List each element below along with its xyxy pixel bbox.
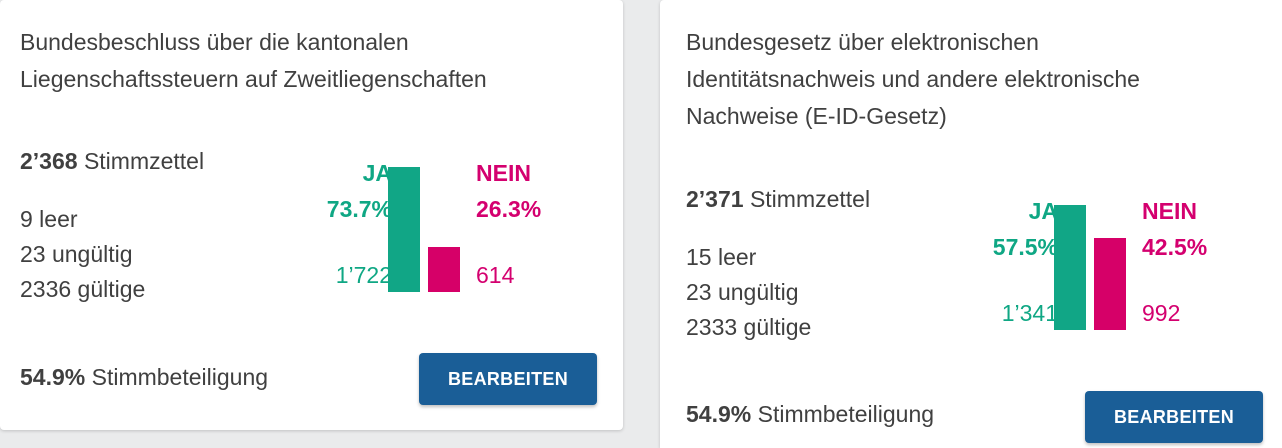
yes-percent: 73.7% xyxy=(326,196,392,222)
turnout: 54.9% Stimmbeteiligung xyxy=(686,401,934,428)
no-bar xyxy=(1094,238,1126,330)
no-label: NEIN xyxy=(1142,198,1197,224)
no-count: 614 xyxy=(476,262,515,288)
no-label: NEIN xyxy=(476,160,531,186)
yes-bar xyxy=(388,167,420,292)
valid-ballots: 2336 gültige xyxy=(20,276,146,302)
turnout-value: 54.9% xyxy=(20,364,86,390)
yes-label: JA xyxy=(1028,198,1058,224)
edit-button[interactable]: BEARBEITEN xyxy=(1085,391,1263,443)
vote-title-line: Nachweise (E-ID-Gesetz) xyxy=(686,103,947,129)
blank-ballots: 9 leer xyxy=(20,206,78,232)
ballots-total: 2’371 Stimmzettel xyxy=(686,184,870,214)
no-bar xyxy=(428,247,460,292)
vote-title-line: Identitätsnachweis und andere elektronis… xyxy=(686,66,1140,92)
invalid-ballots: 23 ungültig xyxy=(686,279,799,305)
vote-title: Bundesbeschluss über die kantonalen Lieg… xyxy=(20,24,600,98)
valid-ballots: 2333 gültige xyxy=(686,314,812,340)
yes-count: 1’722 xyxy=(335,262,392,288)
vote-title-line: Bundesgesetz über elektronischen xyxy=(686,29,1039,55)
ballots-total: 2’368 Stimmzettel xyxy=(20,146,204,176)
yes-percent: 57.5% xyxy=(992,234,1058,260)
ballots-count: 2’368 xyxy=(20,148,78,174)
ballots-label: Stimmzettel xyxy=(83,148,205,174)
turnout-label: Stimmbeteiligung xyxy=(757,401,935,427)
vote-title-line: Bundesbeschluss über die kantonalen xyxy=(20,29,409,55)
invalid-ballots: 23 ungültig xyxy=(20,241,133,267)
blank-ballots: 15 leer xyxy=(686,244,757,270)
ballots-label: Stimmzettel xyxy=(749,186,871,212)
no-count: 992 xyxy=(1142,300,1181,326)
no-percent: 42.5% xyxy=(1142,234,1208,260)
no-percent: 26.3% xyxy=(476,196,542,222)
yes-label: JA xyxy=(362,160,392,186)
edit-button[interactable]: BEARBEITEN xyxy=(419,353,597,405)
turnout: 54.9% Stimmbeteiligung xyxy=(20,364,268,391)
turnout-value: 54.9% xyxy=(686,401,752,427)
ballots-count: 2’371 xyxy=(686,186,744,212)
vote-card: Bundesgesetz über elektronischen Identit… xyxy=(660,0,1282,448)
turnout-label: Stimmbeteiligung xyxy=(91,364,269,390)
result-chart: JA 73.7% 1’722 NEIN 26.3% 614 xyxy=(290,150,570,300)
vote-card: Bundesbeschluss über die kantonalen Lieg… xyxy=(0,0,623,430)
vote-title: Bundesgesetz über elektronischen Identit… xyxy=(686,24,1266,135)
yes-count: 1’341 xyxy=(1001,300,1058,326)
result-chart: JA 57.5% 1’341 NEIN 42.5% 992 xyxy=(956,188,1236,338)
yes-bar xyxy=(1054,205,1086,330)
vote-title-line: Liegenschaftssteuern auf Zweitliegenscha… xyxy=(20,66,487,92)
